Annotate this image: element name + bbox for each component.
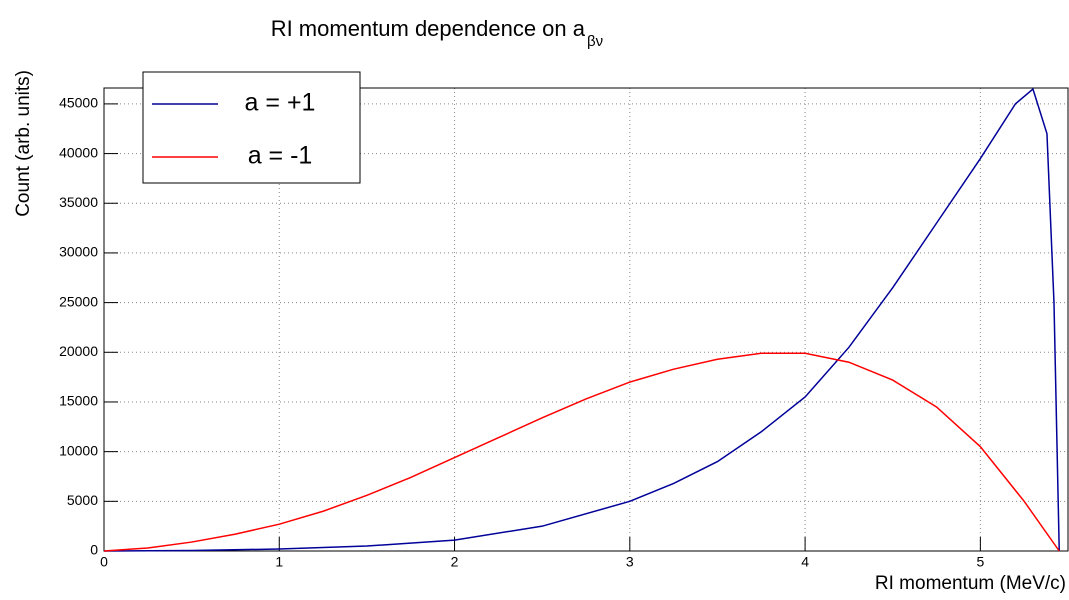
legend-box <box>142 71 361 184</box>
y-tick-label: 10000 <box>59 442 98 458</box>
x-tick-label: 2 <box>451 554 459 570</box>
x-tick-label: 4 <box>801 554 809 570</box>
series-line <box>103 87 1060 552</box>
y-tick-label: 20000 <box>59 343 98 359</box>
chart-title: RI momentum dependence on a <box>271 16 586 41</box>
legend-label: a = +1 <box>245 89 316 117</box>
chart-title-subscript: βν <box>587 33 603 50</box>
y-tick-label: 5000 <box>67 492 98 508</box>
y-tick-label: 45000 <box>59 95 98 111</box>
y-tick-label: 30000 <box>59 244 98 260</box>
legend-label: a = -1 <box>248 142 313 170</box>
x-axis-label: RI momentum (MeV/c) <box>875 573 1066 594</box>
y-axis-label: Count (arb. units) <box>13 70 34 217</box>
series-line <box>103 352 1060 552</box>
y-tick-label: 25000 <box>59 293 98 309</box>
x-tick-label: 0 <box>100 554 108 570</box>
y-tick-label: 15000 <box>59 393 98 409</box>
y-tick-label: 35000 <box>59 194 98 210</box>
y-tick-label: 0 <box>90 542 98 558</box>
x-tick-label: 5 <box>976 554 984 570</box>
x-tick-label: 3 <box>626 554 634 570</box>
y-tick-label: 40000 <box>59 144 98 160</box>
plot-frame <box>103 87 1069 552</box>
x-tick-label: 1 <box>275 554 283 570</box>
